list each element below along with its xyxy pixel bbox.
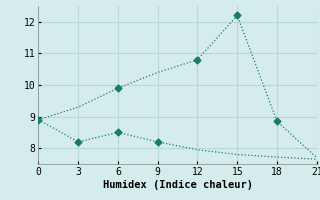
X-axis label: Humidex (Indice chaleur): Humidex (Indice chaleur) xyxy=(103,180,252,190)
